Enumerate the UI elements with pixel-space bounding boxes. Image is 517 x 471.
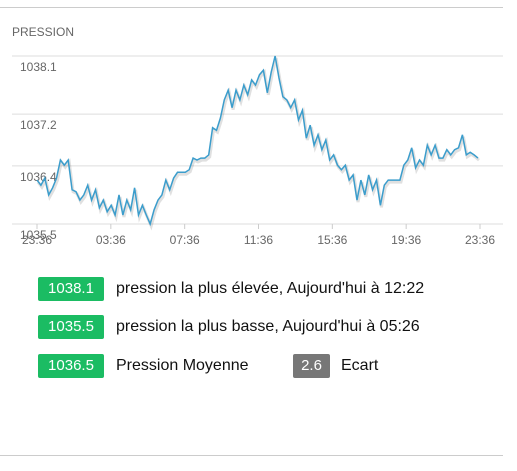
chart: PRESSION 1035.5 1036.4 1037.2 1038.1 23:36 03…	[12, 25, 503, 247]
stat-label: pression la plus basse, Aujourd'hui à 05…	[116, 318, 420, 335]
line	[36, 55, 479, 227]
x-tick-label: 23:36	[22, 233, 52, 247]
stat-label: Pression Moyenne	[116, 357, 249, 374]
badge: 1038.1	[38, 277, 104, 301]
top-rule	[0, 7, 503, 8]
x-tick-label: 15:36	[317, 233, 347, 247]
x-tick-label: 23:36	[465, 233, 495, 247]
x-tick-label: 19:36	[391, 233, 421, 247]
stat-label: Ecart	[341, 357, 379, 374]
badge: 2.6	[293, 354, 330, 378]
x-tick-label: 07:36	[170, 233, 200, 247]
y-tick-label: 1038.1	[20, 60, 57, 74]
x-tick-label: 11:36	[244, 233, 273, 247]
y-tick-label: 1036.4	[20, 170, 57, 184]
chart-title: PRESSION	[12, 25, 74, 39]
line-shadow	[36, 57, 480, 231]
bottom-rule	[0, 455, 503, 456]
badge: 1036.5	[38, 354, 104, 378]
y-tick-label: 1037.2	[20, 118, 57, 132]
badge: 1035.5	[38, 315, 104, 339]
x-tick-label: 03:36	[96, 233, 126, 247]
y-tick-label: 1035.5	[20, 228, 57, 242]
stat-label: pression la plus élevée, Aujourd'hui à 1…	[116, 280, 425, 297]
